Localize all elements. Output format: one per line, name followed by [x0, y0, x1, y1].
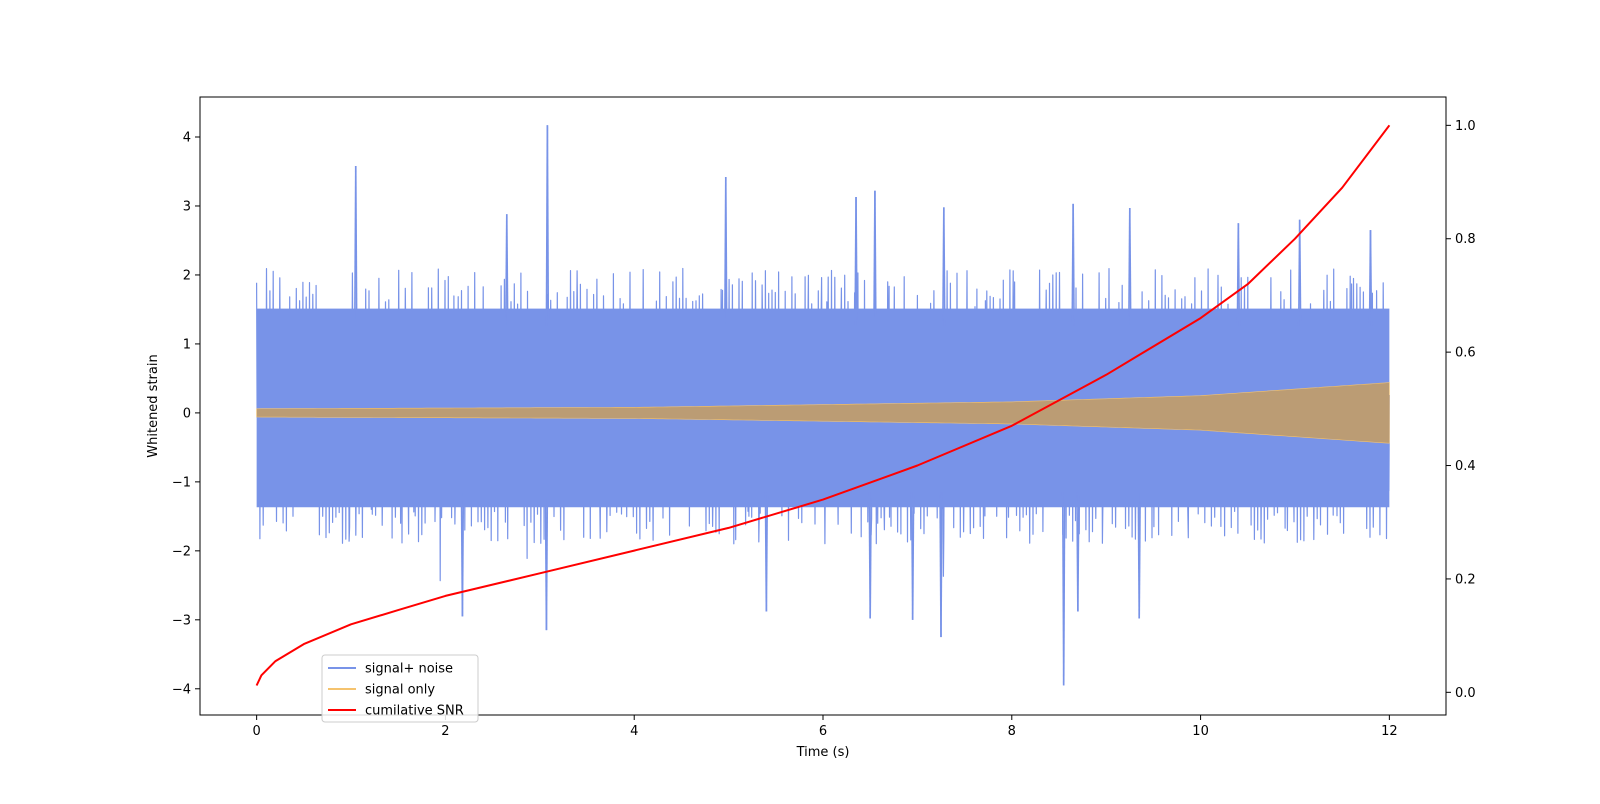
x-tick-label: 0: [252, 724, 260, 739]
y-tick-label: 3: [183, 199, 191, 214]
y-tick-label: −1: [172, 475, 191, 490]
signal-noise-peak-return-20: [1369, 230, 1373, 326]
signal-noise-peak-return-18: [1237, 223, 1241, 326]
x-tick-label: 4: [630, 724, 638, 739]
y-tick-label: 4: [183, 131, 191, 146]
legend-label-signal-only: signal only: [365, 683, 435, 698]
series-layer: [255, 124, 1391, 686]
y-tick-label: −2: [172, 544, 191, 559]
signal-noise-peak-return-5: [943, 207, 946, 326]
legend-box: [321, 654, 479, 723]
y-tick-label: −3: [172, 613, 191, 628]
series-signal-only-band: [256, 382, 1390, 444]
signal-noise-peak-return-17: [1138, 491, 1141, 619]
signal-noise-peak-return-13: [1062, 491, 1066, 686]
signal-noise-peak-return-10: [461, 491, 465, 617]
signal-noise-peak-return-16: [911, 491, 915, 620]
y2-tick-label: 0.0: [1455, 686, 1476, 701]
signal-noise-peak-return-15: [869, 491, 872, 619]
signal-noise-peak-return-19: [1298, 219, 1302, 326]
signal-noise-peak-return-3: [724, 177, 728, 326]
y-tick-label: −4: [172, 682, 191, 697]
x-tick-label: 6: [819, 724, 827, 739]
y-tick-label: 2: [183, 268, 191, 283]
x-tick-label: 2: [441, 724, 449, 739]
signal-noise-peak-return-8: [1072, 203, 1075, 326]
y2-tick-label: 1.0: [1455, 119, 1476, 134]
x-tick-label: 8: [1008, 724, 1016, 739]
legend-label-signal-noise: signal+ noise: [365, 662, 453, 677]
y2-tick-label: 0.8: [1455, 232, 1476, 247]
y2-tick-label: 0.6: [1455, 346, 1476, 361]
y2-tick-label: 0.2: [1455, 572, 1476, 587]
x-axis-label: Time (s): [796, 745, 850, 760]
legend-label-cumulative-snr: cumilative SNR: [365, 704, 464, 719]
signal-noise-peak-return-6: [874, 190, 877, 326]
x-tick-label: 10: [1192, 724, 1209, 739]
signal-noise-peak-return-0: [354, 165, 358, 326]
y2-tick-label: 0.4: [1455, 459, 1476, 474]
y-tick-label: 0: [183, 406, 191, 421]
signal-noise-peak-return-7: [855, 197, 858, 326]
signal-noise-peak-return-2: [545, 491, 549, 631]
signal-noise-peak-return-12: [940, 491, 943, 638]
signal-noise-peak-return-14: [1077, 491, 1080, 612]
x-tick-label: 12: [1381, 724, 1398, 739]
signal-noise-peak-return-9: [1128, 208, 1132, 326]
y-tick-label: 1: [183, 337, 191, 352]
signal-noise-peak-return-1: [546, 125, 550, 326]
signal-noise-peak-return-11: [765, 491, 769, 612]
series-cumulative-snr-line: [255, 124, 1391, 686]
y-axis-label: Whitened strain: [146, 354, 161, 457]
signal-noise-peak-return-4: [505, 214, 509, 326]
legend: signal+ noise signal only cumilative SNR: [321, 654, 479, 723]
